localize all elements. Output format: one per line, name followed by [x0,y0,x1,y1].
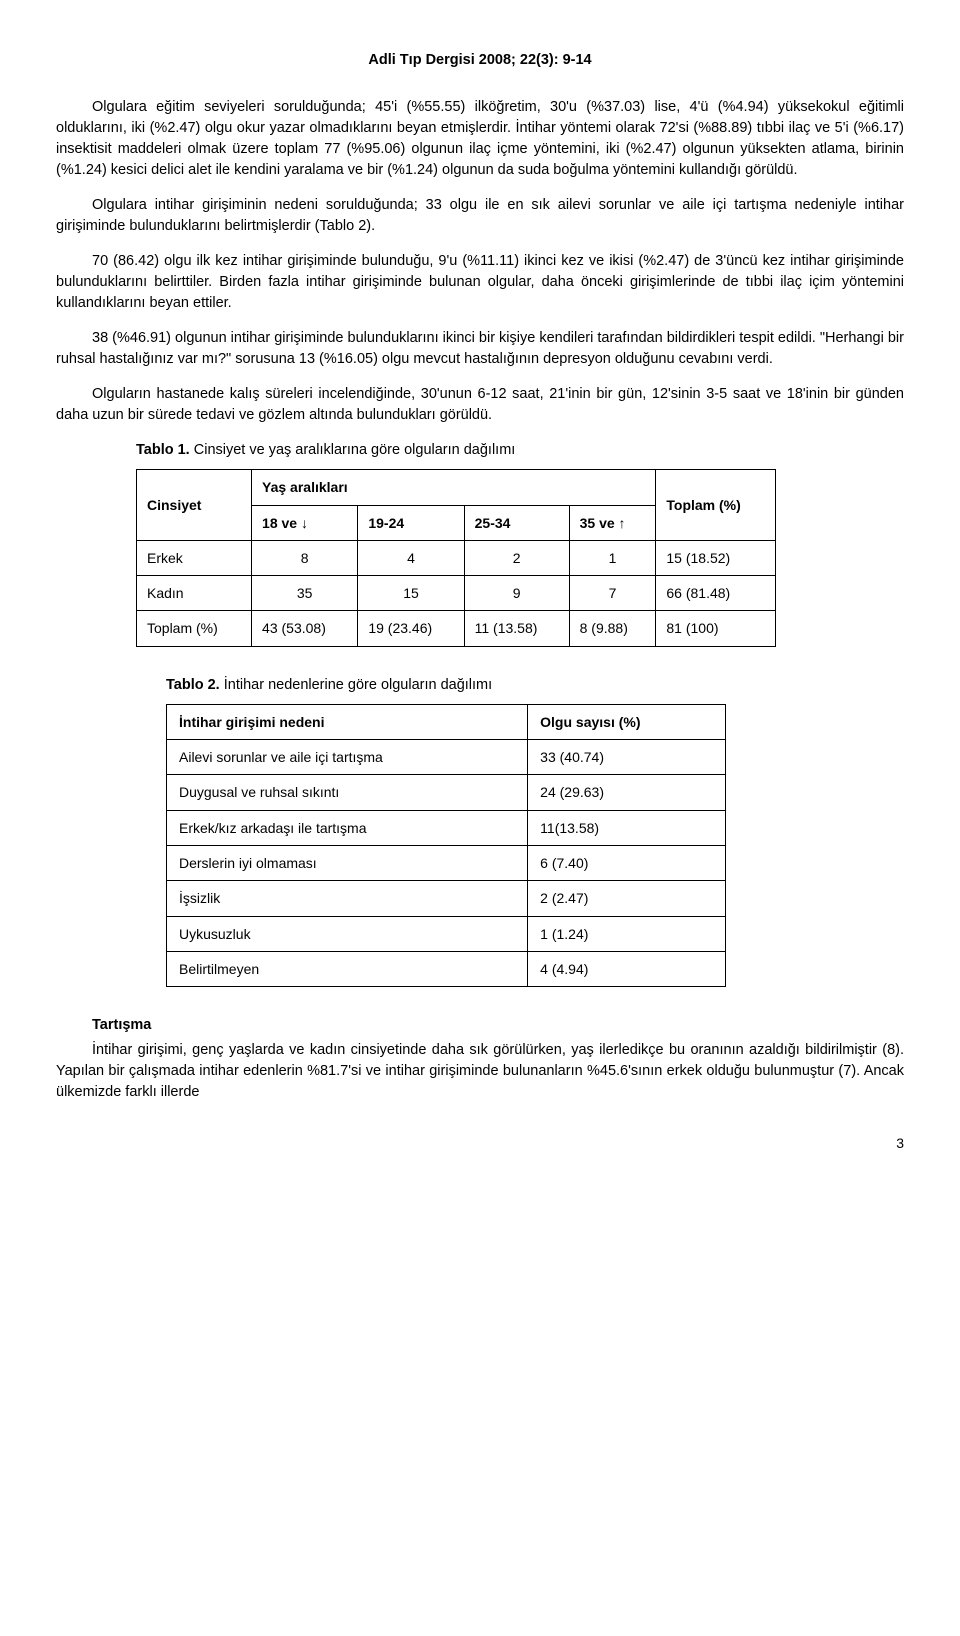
table-1-col-1: 18 ve ↓ [252,505,358,540]
cell: İşsizlik [167,881,528,916]
table-row: Uykusuzluk 1 (1.24) [167,916,726,951]
cell: 6 (7.40) [528,845,726,880]
cell: 15 (18.52) [656,540,776,575]
table-row: Erkek 8 4 2 1 15 (18.52) [137,540,776,575]
cell: 4 (4.94) [528,951,726,986]
table-1: Cinsiyet Yaş aralıkları Toplam (%) 18 ve… [136,469,776,646]
table-row: Derslerin iyi olmaması 6 (7.40) [167,845,726,880]
cell: 11(13.58) [528,810,726,845]
table-1-caption: Tablo 1. Cinsiyet ve yaş aralıklarına gö… [136,440,904,461]
table-2-wrap: Tablo 2. İntihar nedenlerine göre olgula… [166,675,904,987]
cell: 66 (81.48) [656,576,776,611]
cell: 1 [569,540,656,575]
table-1-head-cinsiyet: Cinsiyet [137,470,252,541]
cell: 15 [358,576,464,611]
section-title-tartisma: Tartışma [56,1015,904,1036]
table-2: İntihar girişimi nedeni Olgu sayısı (%) … [166,704,726,987]
paragraph-2: Olgulara intihar girişiminin nedeni soru… [56,195,904,237]
table-1-caption-text: Cinsiyet ve yaş aralıklarına göre olgula… [190,442,516,458]
table-row: Duygusal ve ruhsal sıkıntı 24 (29.63) [167,775,726,810]
paragraph-5: Olguların hastanede kalış süreleri incel… [56,384,904,426]
cell: Toplam (%) [137,611,252,646]
table-row: Erkek/kız arkadaşı ile tartışma 11(13.58… [167,810,726,845]
cell: Belirtilmeyen [167,951,528,986]
cell: 81 (100) [656,611,776,646]
table-row: Ailevi sorunlar ve aile içi tartışma 33 … [167,740,726,775]
cell: 11 (13.58) [464,611,569,646]
table-2-head-right: Olgu sayısı (%) [528,704,726,739]
table-1-caption-bold: Tablo 1. [136,442,190,458]
table-row: Toplam (%) 43 (53.08) 19 (23.46) 11 (13.… [137,611,776,646]
table-row: İşsizlik 2 (2.47) [167,881,726,916]
page-header: Adli Tıp Dergisi 2008; 22(3): 9-14 [56,50,904,71]
cell: Kadın [137,576,252,611]
cell: 24 (29.63) [528,775,726,810]
cell: Erkek/kız arkadaşı ile tartışma [167,810,528,845]
paragraph-1: Olgulara eğitim seviyeleri sorulduğunda;… [56,97,904,181]
cell: 2 (2.47) [528,881,726,916]
paragraph-6: İntihar girişimi, genç yaşlarda ve kadın… [56,1040,904,1103]
table-2-head-left: İntihar girişimi nedeni [167,704,528,739]
table-row: Kadın 35 15 9 7 66 (81.48) [137,576,776,611]
table-1-head-toplam: Toplam (%) [656,470,776,541]
cell: Derslerin iyi olmaması [167,845,528,880]
cell: 4 [358,540,464,575]
table-1-head-yas: Yaş aralıkları [252,470,656,505]
table-1-col-3: 25-34 [464,505,569,540]
table-1-col-4: 35 ve ↑ [569,505,656,540]
paragraph-4: 38 (%46.91) olgunun intihar girişiminde … [56,328,904,370]
cell: 43 (53.08) [252,611,358,646]
paragraph-3: 70 (86.42) olgu ilk kez intihar girişimi… [56,251,904,314]
cell: 7 [569,576,656,611]
table-2-caption-text: İntihar nedenlerine göre olguların dağıl… [220,677,492,693]
cell: 9 [464,576,569,611]
cell: Erkek [137,540,252,575]
page-number: 3 [56,1133,904,1153]
cell: 2 [464,540,569,575]
table-2-caption-bold: Tablo 2. [166,677,220,693]
table-2-caption: Tablo 2. İntihar nedenlerine göre olgula… [166,675,904,696]
cell: 8 (9.88) [569,611,656,646]
cell: Ailevi sorunlar ve aile içi tartışma [167,740,528,775]
cell: 33 (40.74) [528,740,726,775]
cell: 35 [252,576,358,611]
cell: Uykusuzluk [167,916,528,951]
table-1-col-2: 19-24 [358,505,464,540]
cell: 19 (23.46) [358,611,464,646]
cell: Duygusal ve ruhsal sıkıntı [167,775,528,810]
cell: 1 (1.24) [528,916,726,951]
table-row: Belirtilmeyen 4 (4.94) [167,951,726,986]
table-1-wrap: Tablo 1. Cinsiyet ve yaş aralıklarına gö… [136,440,904,647]
cell: 8 [252,540,358,575]
